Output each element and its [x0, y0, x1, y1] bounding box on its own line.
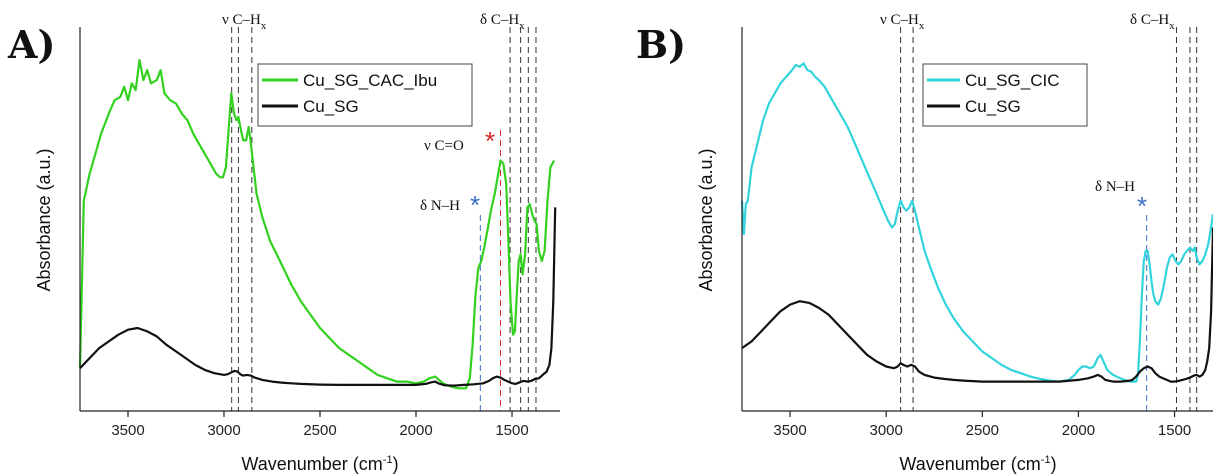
panel-a-nu-ch-label: ν C–Hx — [222, 12, 267, 32]
panel-a-xlabel: Wavenumber (cm-1) — [241, 454, 398, 474]
panel-a-delta-nh-label: δ N–H — [420, 198, 460, 214]
panel-a-series — [78, 58, 557, 390]
panel-b-ylabel: Absorbance (a.u.) — [696, 148, 716, 291]
panel-a-delta-ch-label: δ C–Hx — [480, 12, 525, 32]
panel-b: B) 3500 3000 2500 2000 1500 Absorbance (a.u.… — [636, 12, 1213, 474]
panel-a-x-tick-label-4: 1500 — [495, 422, 528, 439]
panel-b-x-tick-label-4: 1500 — [1158, 422, 1191, 439]
panel-a-x-tick-label-2: 2500 — [303, 422, 336, 439]
panel-b-series — [740, 62, 1213, 383]
panel-b-x-tick-label-2: 2500 — [966, 422, 999, 439]
panel-a-legend-label-0: Cu_SG_CAC_Ibu — [303, 71, 437, 90]
panel-b-reference-lines — [900, 27, 1198, 411]
panel-a-ylabel: Absorbance (a.u.) — [34, 148, 54, 291]
panel-b-legend: Cu_SG_CIC Cu_SG — [922, 63, 1088, 127]
panel-b-x-tick-label-0: 3500 — [773, 422, 806, 439]
panel-b-plot: 3500 3000 2500 2000 1500 — [740, 27, 1213, 439]
panel-b-x-ticks: 3500 3000 2500 2000 1500 — [773, 411, 1191, 439]
panel-b-x-tick-label-3: 2000 — [1062, 422, 1095, 439]
panel-a-x-tick-label-0: 3500 — [111, 422, 144, 439]
panel-a-legend: Cu_SG_CAC_Ibu Cu_SG — [257, 63, 473, 127]
panel-a-x-tick-label-3: 2000 — [399, 422, 432, 439]
panel-a-x-ticks: 3500 3000 2500 2000 1500 — [111, 411, 529, 439]
panel-a-label: A) — [7, 22, 55, 67]
panel-a: A) 3500 3000 2500 2000 1500 Absorbance (a.u.… — [7, 12, 560, 474]
panel-a-series-1 — [79, 207, 557, 387]
panel-b-nu-ch-label: ν C–Hx — [880, 12, 925, 32]
panel-a-series-0 — [78, 58, 556, 390]
panel-a-reference-lines — [231, 27, 537, 411]
panel-a-legend-label-1: Cu_SG — [303, 97, 359, 116]
panel-b-delta-nh-asterisk: * — [1137, 191, 1147, 221]
panel-a-x-tick-label-1: 3000 — [207, 422, 240, 439]
panel-b-series-1 — [741, 227, 1213, 383]
panel-b-legend-label-0: Cu_SG_CIC — [965, 71, 1059, 90]
panel-b-legend-label-1: Cu_SG — [965, 97, 1021, 116]
panel-b-label: B) — [636, 22, 686, 67]
panel-a-nu-co-label: ν C=O — [424, 138, 464, 154]
panel-b-delta-nh-label: δ N–H — [1095, 179, 1135, 195]
panel-b-x-tick-label-1: 3000 — [869, 422, 902, 439]
panel-b-series-0 — [740, 62, 1213, 383]
panel-b-xlabel: Wavenumber (cm-1) — [899, 454, 1056, 474]
panel-a-delta-nh-asterisk: * — [470, 190, 480, 220]
panel-a-nu-co-asterisk: * — [485, 126, 495, 156]
panel-b-delta-ch-label: δ C–Hx — [1130, 12, 1175, 32]
panel-a-plot: 3500 3000 2500 2000 1500 — [78, 27, 560, 439]
